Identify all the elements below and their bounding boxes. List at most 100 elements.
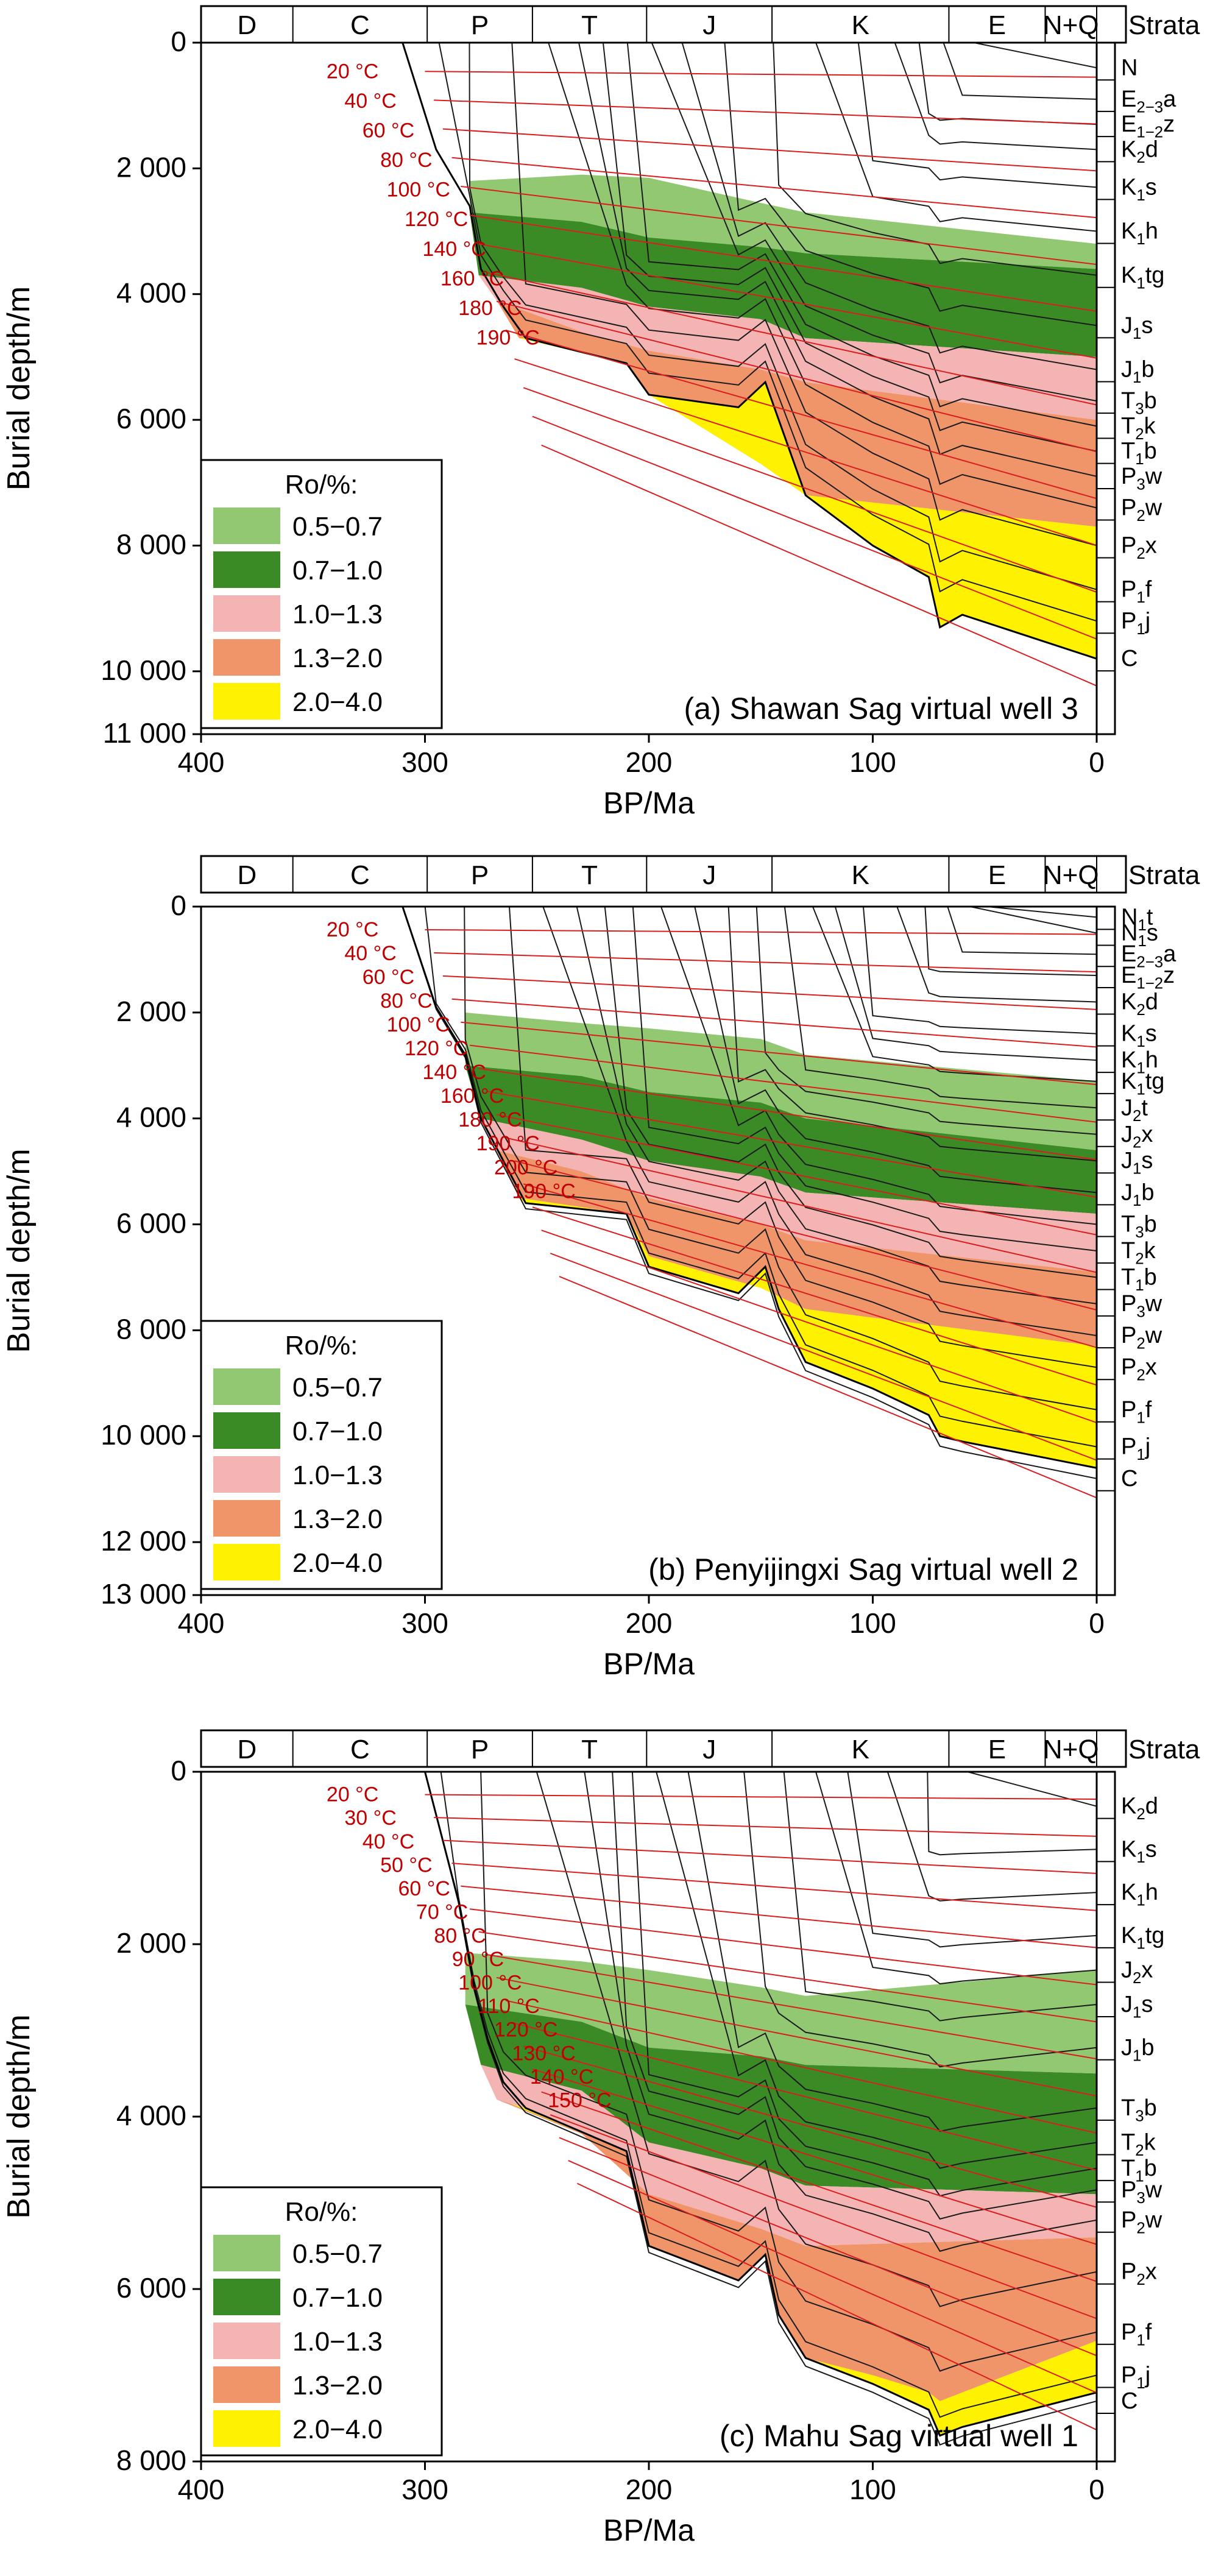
burial-curve xyxy=(480,1772,1097,2372)
panel-label: (c) Mahu Sag virtual well 1 xyxy=(720,2419,1078,2453)
legend-label: 1.0−1.3 xyxy=(292,2327,383,2357)
isotherm-line xyxy=(550,2114,1097,2319)
formation-label: T2k xyxy=(1121,1238,1156,1268)
legend-swatch xyxy=(213,1412,280,1449)
isotherm-label: 190 °C xyxy=(512,1180,575,1203)
ro-band-2 xyxy=(481,2065,1097,2246)
burial-curve xyxy=(969,907,1097,934)
isotherm-line xyxy=(541,2091,1097,2282)
formation-label: P1f xyxy=(1121,577,1152,607)
burial-curve xyxy=(424,907,1097,1448)
burial-curve xyxy=(943,43,1097,100)
burial-curve xyxy=(604,907,1097,1278)
period-label: E xyxy=(988,10,1006,40)
isotherm-label: 160 °C xyxy=(440,267,504,290)
legend-label: 1.3−2.0 xyxy=(292,643,383,673)
strata-header-box xyxy=(200,1729,1127,1768)
isotherm-line xyxy=(523,387,1097,593)
isotherm-label: 200 °C xyxy=(494,1156,557,1179)
formation-label: J1b xyxy=(1121,1180,1155,1209)
isotherm-label: 190 °C xyxy=(476,326,540,349)
legend-title: Ro/%: xyxy=(285,2197,358,2227)
formation-label: P2w xyxy=(1121,2207,1162,2237)
isotherm-label: 50 °C xyxy=(380,1853,432,1877)
period-label: D xyxy=(237,10,257,40)
x-tick-label: 300 xyxy=(402,1607,448,1639)
legend-label: 0.7−1.0 xyxy=(292,1417,383,1446)
burial-curve xyxy=(687,1772,1097,2132)
isotherm-label: 140 °C xyxy=(422,238,486,261)
formation-label: P3w xyxy=(1121,1291,1162,1321)
isotherm-label: 120 °C xyxy=(405,208,468,231)
legend-swatch xyxy=(213,2410,280,2447)
isotherm-label: 90 °C xyxy=(452,1948,504,1971)
isotherm-line xyxy=(461,1885,1097,1948)
legend-swatch xyxy=(213,639,280,676)
formation-label: K1h xyxy=(1121,1880,1158,1909)
isotherm-label: 180 °C xyxy=(458,1108,522,1131)
isotherm-line xyxy=(434,1817,1097,1837)
burial-curve xyxy=(602,43,1097,452)
formation-label: K1s xyxy=(1121,1021,1157,1051)
burial-curve xyxy=(651,43,1097,402)
formation-label: J2x xyxy=(1121,1957,1153,1987)
formation-label: P2x xyxy=(1121,1354,1157,1384)
formation-label: P3w xyxy=(1121,2177,1162,2207)
formation-label: K1s xyxy=(1121,1836,1157,1866)
isotherm-line xyxy=(559,2137,1097,2357)
isotherm-line xyxy=(434,952,1097,973)
isotherm-label: 190 °C xyxy=(476,1132,540,1155)
formation-label: J1s xyxy=(1121,1992,1153,2022)
isotherm-label: 140 °C xyxy=(422,1061,486,1084)
legend-swatch xyxy=(213,683,280,720)
isotherm-label: 40 °C xyxy=(344,942,396,965)
formation-label: P1j xyxy=(1121,608,1150,638)
y-tick-label: 4 000 xyxy=(116,2100,186,2131)
burial-curve xyxy=(727,907,1097,1162)
y-tick-label: 12 000 xyxy=(101,1525,186,1557)
y-tick-label: 8 000 xyxy=(116,2444,186,2476)
period-label: T xyxy=(581,860,598,890)
legend-label: 1.0−1.3 xyxy=(292,1460,383,1490)
period-label: C xyxy=(350,10,370,40)
period-label: E xyxy=(988,860,1006,890)
burial-curve xyxy=(743,1772,1097,2068)
legend-label: 1.0−1.3 xyxy=(292,600,383,629)
legend-swatch xyxy=(213,1500,280,1537)
burial-curve xyxy=(656,1772,1097,2169)
legend-label: 0.5−0.7 xyxy=(292,1373,383,1403)
burial-curve xyxy=(681,43,1097,370)
formation-label: P1f xyxy=(1121,2319,1152,2349)
isotherm-line xyxy=(451,998,1097,1048)
isotherm-label: 120 °C xyxy=(494,2019,557,2042)
burial-curve xyxy=(815,43,1097,232)
isotherm-line xyxy=(505,1137,1097,1273)
formation-label: J1b xyxy=(1121,357,1155,387)
x-tick-label: 0 xyxy=(1089,746,1105,778)
legend-label: 0.5−0.7 xyxy=(292,2239,383,2269)
panel-c: D C P T J K E N+Q Strata 20 °C30 °C40 °C50 °C60 °… xyxy=(1,1729,1200,2547)
strata-column xyxy=(1095,905,1116,1596)
period-label: K xyxy=(852,10,869,40)
isotherm-line xyxy=(451,1863,1097,1911)
formation-label: N1t xyxy=(1121,904,1153,934)
formation-label: E2−3a xyxy=(1121,87,1176,116)
isotherm-line xyxy=(514,358,1097,547)
period-label: N+Q xyxy=(1043,1735,1099,1764)
isotherm-line xyxy=(487,1954,1097,2060)
formation-label: T1b xyxy=(1121,2156,1157,2185)
isotherm-line xyxy=(469,1044,1097,1123)
burial-curve xyxy=(511,43,1097,547)
legend-swatch xyxy=(213,551,280,588)
formation-label: K1h xyxy=(1121,1047,1158,1077)
isotherm-line xyxy=(541,1230,1097,1423)
formation-label: P1j xyxy=(1121,2363,1150,2393)
isotherm-label: 40 °C xyxy=(344,90,396,113)
strata-column-title: Strata xyxy=(1128,1735,1200,1764)
ro-band-3 xyxy=(497,2099,1097,2401)
formation-label: K2d xyxy=(1121,1794,1158,1824)
y-tick-label: 8 000 xyxy=(116,1313,186,1345)
period-label: K xyxy=(852,1735,869,1764)
period-label: P xyxy=(471,860,489,890)
